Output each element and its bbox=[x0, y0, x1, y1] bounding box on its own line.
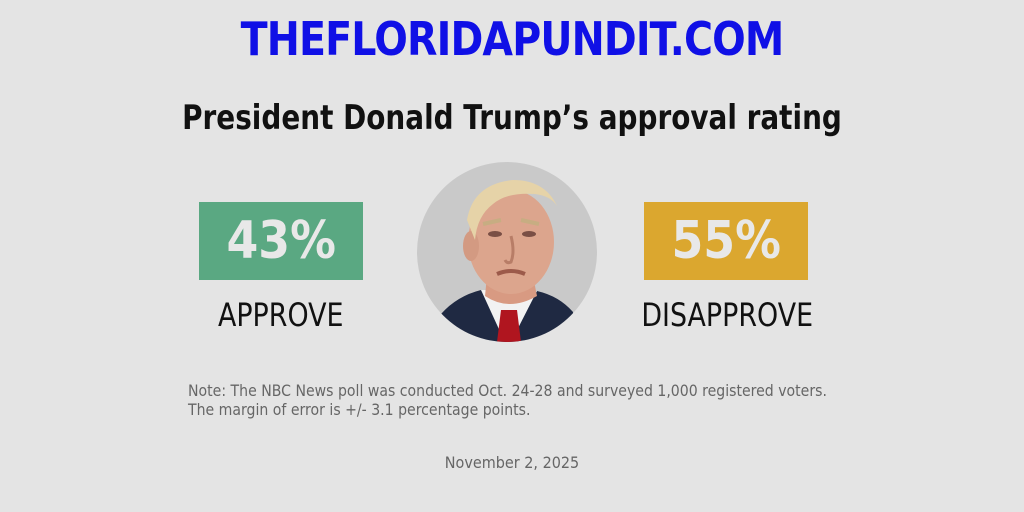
disapprove-label: DISAPPROVE bbox=[641, 296, 813, 334]
publish-date: November 2, 2025 bbox=[444, 453, 580, 472]
poll-note: Note: The NBC News poll was conducted Oc… bbox=[188, 381, 827, 419]
disapprove-percentage: 55% bbox=[671, 211, 781, 271]
portrait-icon bbox=[417, 162, 597, 342]
site-title: THEFLORIDAPUNDIT.COM bbox=[240, 12, 785, 66]
poll-note-line-2: The margin of error is +/- 3.1 percentag… bbox=[188, 400, 531, 419]
approve-percentage-box: 43% bbox=[199, 202, 363, 280]
disapprove-percentage-box: 55% bbox=[644, 202, 808, 280]
approve-label: APPROVE bbox=[218, 296, 344, 334]
headline: President Donald Trump’s approval rating bbox=[182, 98, 842, 138]
approve-percentage: 43% bbox=[226, 211, 336, 271]
approve-label-wrap: APPROVE bbox=[171, 296, 391, 334]
poll-note-line-1: Note: The NBC News poll was conducted Oc… bbox=[188, 381, 827, 400]
disapprove-label-wrap: DISAPPROVE bbox=[617, 296, 837, 334]
